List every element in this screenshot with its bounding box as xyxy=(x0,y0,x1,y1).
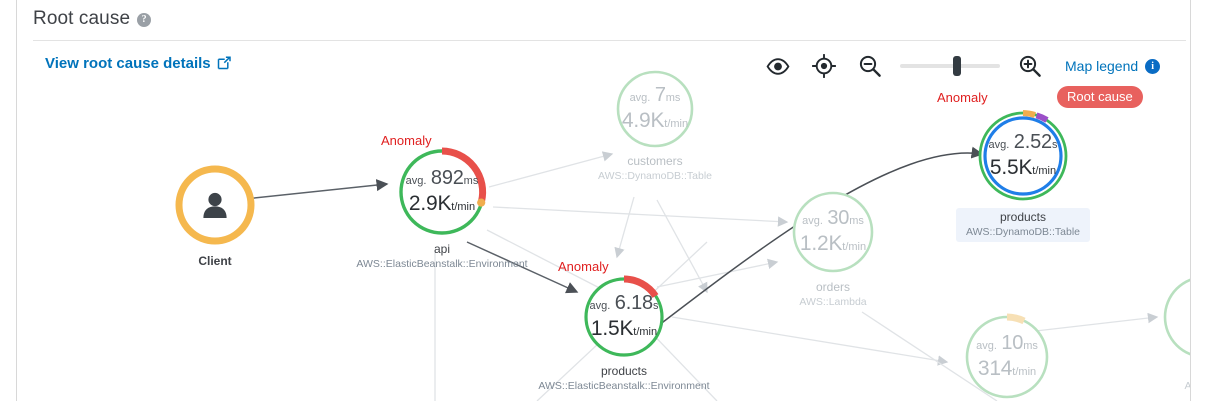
node-products-eb-name: products xyxy=(600,364,648,378)
service-map-canvas[interactable]: Client avg. 892ms 2.9Kt/min Anomaly xyxy=(17,42,1190,401)
node-api-type: AWS::ElasticBeanstalk::Environment xyxy=(356,258,528,270)
node-client-label: Client xyxy=(198,254,231,269)
page-title-text: Root cause xyxy=(33,8,131,29)
products-eb-ring xyxy=(584,275,664,357)
title-divider xyxy=(33,40,1186,41)
node-clipped-right[interactable]: a 3 s AWS::La xyxy=(1160,272,1190,392)
zoom-slider-track xyxy=(900,64,1000,68)
node-products-ddb-label: products AWS::DynamoDB::Table xyxy=(956,208,1090,242)
node-customers-label: customers AWS::DynamoDB::Table xyxy=(598,154,712,183)
panel-left-border xyxy=(16,0,17,401)
panel-right-border xyxy=(1190,0,1191,401)
zoom-slider-thumb[interactable] xyxy=(953,56,961,76)
api-ring xyxy=(399,147,487,235)
node-products-ddb-name: products xyxy=(999,210,1047,224)
node-client[interactable]: Client xyxy=(172,162,258,268)
customers-ring xyxy=(616,70,694,148)
node-products-ddb-type: AWS::DynamoDB::Table xyxy=(966,226,1080,238)
node-clipped-right-name: s xyxy=(1184,364,1190,379)
info-circle-icon: i xyxy=(1145,58,1161,74)
orders-ring xyxy=(792,191,874,273)
node-customers-name: customers xyxy=(627,154,683,168)
node-orders-label: orders AWS::Lambda xyxy=(799,280,866,309)
node-customers[interactable]: avg. 7ms 4.9Kt/min customers AWS::Dynamo… xyxy=(598,67,712,182)
map-legend-label: Map legend xyxy=(1065,58,1139,74)
magnifier-minus-icon[interactable] xyxy=(847,51,893,81)
node-clipped-right-type: AWS::La xyxy=(1184,380,1190,392)
node-products-ddb[interactable]: avg. 2.52s 5.5Kt/min Anomaly Root cause … xyxy=(937,86,1143,242)
node-api-anomaly-tag: Anomaly xyxy=(381,133,432,148)
client-ring xyxy=(175,165,255,245)
view-root-cause-details-label: View root cause details xyxy=(45,55,211,72)
node-customers-type: AWS::DynamoDB::Table xyxy=(598,170,712,182)
node-orders[interactable]: avg. 30ms 1.2Kt/min orders AWS::Lambda xyxy=(789,188,877,308)
view-root-cause-details-link[interactable]: View root cause details xyxy=(45,55,231,74)
node-clipped-right-label: s AWS::La xyxy=(1184,364,1190,393)
node-client-name: Client xyxy=(198,254,232,268)
node-api-label: api AWS::ElasticBeanstalk::Environment xyxy=(356,242,527,271)
node-products-eb-type: AWS::ElasticBeanstalk::Environment xyxy=(538,380,710,392)
node-products-eb-label: products AWS::ElasticBeanstalk::Environm… xyxy=(538,364,709,393)
map-toolbar: Map legend i xyxy=(755,50,1161,82)
node-products-eb[interactable]: avg. 6.18s 1.5Kt/min Anomaly products AW… xyxy=(538,259,709,392)
map-legend-link[interactable]: Map legend i xyxy=(1065,58,1161,74)
node-orders-type: AWS::Lambda xyxy=(799,296,867,308)
zoom-slider[interactable] xyxy=(895,51,1005,81)
question-mark-circle-icon[interactable]: ? xyxy=(137,13,152,27)
node-orders-name: orders xyxy=(815,280,850,294)
root-cause-badge: Root cause xyxy=(1057,86,1143,108)
crosshair-target-icon[interactable] xyxy=(801,51,847,81)
node-products-ddb-anomaly-tag: Anomaly xyxy=(937,90,988,105)
eye-icon[interactable] xyxy=(755,51,801,81)
magnifier-plus-icon[interactable] xyxy=(1007,51,1053,81)
node-api-name: api xyxy=(433,242,450,256)
products-ddb-ring xyxy=(978,110,1068,201)
node-products-eb-anomaly-tag: Anomaly xyxy=(558,259,609,274)
clipped-right-ring xyxy=(1163,278,1190,356)
node-api[interactable]: avg. 892ms 2.9Kt/min Anomaly api AWS::El… xyxy=(356,133,527,270)
page-title: Root cause? xyxy=(33,8,152,30)
external-link-icon xyxy=(217,56,231,74)
node-lambda-bottom[interactable]: avg. 10ms 314t/min xyxy=(962,312,1052,401)
lambda-bottom-ring xyxy=(965,313,1049,399)
